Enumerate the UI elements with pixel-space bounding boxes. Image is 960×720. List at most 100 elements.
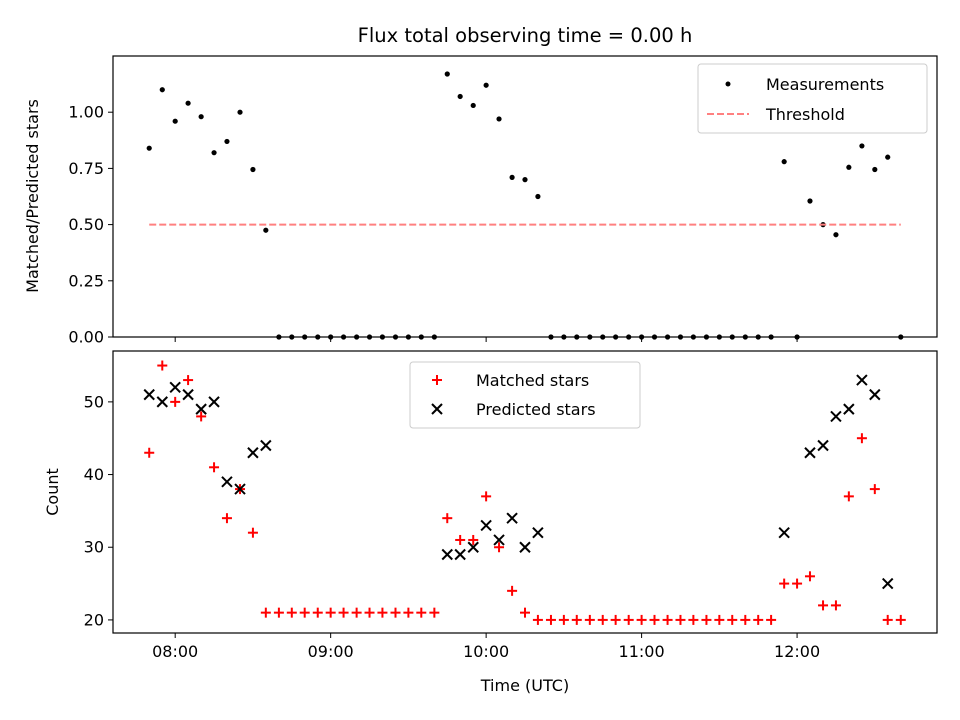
predicted-stars-point — [143, 388, 155, 401]
matched-stars-point — [830, 600, 841, 611]
top-y-tick-label: 0.00 — [68, 328, 104, 347]
matched-stars-point — [377, 607, 388, 618]
matched-stars-point — [753, 614, 764, 625]
measurements-point — [159, 87, 165, 93]
matched-stars-point — [571, 614, 582, 625]
matched-stars-point — [882, 614, 893, 625]
measurements-point — [807, 198, 813, 204]
matched-stars-point — [779, 578, 790, 589]
top-legend: Measurements Threshold — [697, 63, 928, 134]
measurements-point — [872, 166, 878, 173]
measurements-point — [859, 143, 865, 149]
top-y-tick-label: 0.75 — [68, 159, 104, 178]
predicted-stars-point — [247, 447, 259, 459]
top-plot-frame — [112, 55, 938, 338]
matched-stars-point — [584, 614, 595, 625]
legend-matched-label: Matched stars — [476, 371, 589, 390]
matched-stars-point — [429, 607, 440, 618]
measurements-point — [522, 177, 528, 183]
matched-stars-point — [558, 614, 569, 625]
predicted-stars-point — [221, 476, 233, 488]
matched-stars-point — [532, 614, 543, 625]
legend-predicted-label: Predicted stars — [476, 400, 596, 419]
measurements-point — [172, 118, 178, 124]
legend-predicted-marker — [431, 403, 443, 415]
legend-measurements-label: Measurements — [766, 75, 884, 94]
predicted-stars-point — [467, 541, 479, 553]
matched-stars-point — [792, 578, 803, 589]
x-axis-label: Time (UTC) — [480, 676, 569, 695]
matched-stars-point — [247, 527, 258, 538]
bottom-plot-area — [143, 360, 906, 625]
predicted-stars-point — [493, 534, 505, 546]
x-tick-label: 11:00 — [619, 642, 665, 661]
matched-stars-point — [662, 614, 673, 625]
matched-stars-point — [403, 607, 414, 618]
matched-stars-point — [170, 396, 181, 407]
matched-stars-point — [740, 614, 751, 625]
matched-stars-point — [455, 534, 466, 545]
predicted-stars-point — [169, 381, 181, 394]
predicted-stars-point — [869, 388, 881, 401]
legend-measurements-marker — [725, 81, 731, 87]
bottom-y-tick-label: 50 — [84, 392, 104, 411]
bottom-y-axis-label: Count — [43, 468, 62, 516]
top-y-axis-label: Matched/Predicted stars — [23, 99, 42, 293]
measurements-point — [509, 174, 515, 180]
top-plot-area — [146, 71, 904, 340]
matched-stars-point — [157, 360, 168, 371]
matched-stars-point — [649, 614, 660, 625]
bottom-plot-frame — [112, 350, 938, 634]
matched-stars-point — [312, 607, 323, 618]
matched-stars-point — [675, 614, 686, 625]
predicted-stars-point — [843, 403, 855, 415]
top-legend-box — [697, 63, 928, 134]
legend-matched-marker — [432, 375, 442, 385]
measurements-point — [146, 145, 152, 151]
matched-stars-point — [520, 607, 530, 618]
top-chart-title: Flux total observing time = 0.00 h — [358, 24, 693, 47]
matched-stars-point — [610, 614, 621, 625]
measurements-point — [833, 232, 839, 238]
measurements-point — [224, 138, 230, 145]
bottom-y-tick-label: 30 — [84, 538, 104, 557]
bottom-legend-box — [409, 361, 641, 429]
measurements-point — [444, 71, 450, 77]
x-tick-label: 08:00 — [152, 642, 198, 661]
matched-stars-point — [390, 607, 401, 618]
bottom-y-tick-label: 40 — [84, 465, 104, 484]
measurements-point — [198, 114, 204, 120]
x-tick-label: 12:00 — [774, 642, 820, 661]
matched-stars-point — [804, 571, 815, 582]
measurements-point — [781, 159, 787, 165]
matched-stars-point — [144, 447, 155, 458]
matched-stars-point — [623, 614, 634, 625]
measurements-point — [211, 150, 217, 156]
matched-stars-point — [727, 614, 738, 625]
matched-stars-point — [442, 513, 453, 524]
x-tick-label: 10:00 — [463, 642, 509, 661]
matched-stars-point — [209, 462, 220, 473]
matched-stars-point — [701, 614, 712, 625]
top-y-tick-label: 1.00 — [68, 103, 104, 122]
matched-stars-point — [351, 607, 362, 618]
measurements-point — [185, 100, 191, 106]
predicted-stars-point — [519, 541, 531, 553]
predicted-stars-point — [532, 526, 544, 539]
predicted-stars-point — [195, 403, 207, 415]
matched-stars-point — [481, 491, 492, 502]
matched-stars-point — [325, 607, 336, 618]
predicted-stars-point — [506, 512, 518, 524]
matched-stars-point — [221, 513, 232, 524]
measurements-point — [885, 154, 891, 160]
matched-stars-point — [299, 607, 310, 618]
x-tick-label: 09:00 — [308, 642, 354, 661]
matched-stars-point — [818, 600, 829, 611]
measurements-point — [263, 227, 269, 233]
matched-stars-point — [714, 614, 725, 625]
measurements-point — [496, 116, 502, 122]
predicted-stars-point — [817, 439, 829, 452]
predicted-stars-point — [182, 388, 194, 401]
matched-stars-point — [286, 607, 297, 618]
